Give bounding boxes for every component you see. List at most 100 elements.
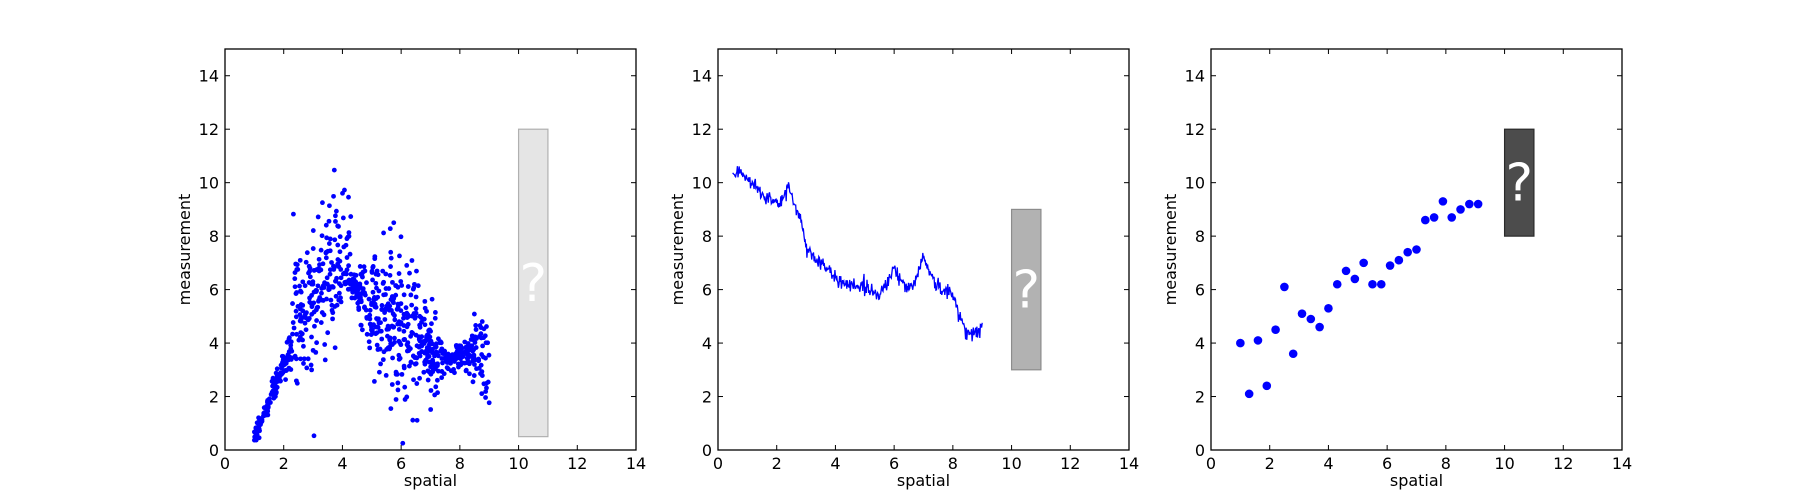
data-point bbox=[347, 286, 353, 292]
data-point bbox=[274, 366, 280, 372]
data-point bbox=[359, 327, 365, 333]
data-point bbox=[308, 362, 314, 368]
data-point bbox=[371, 297, 377, 302]
data-point bbox=[408, 360, 414, 365]
question-mark-label: ? bbox=[1012, 261, 1040, 321]
data-point bbox=[330, 316, 335, 322]
data-point bbox=[439, 369, 445, 374]
data-point bbox=[293, 308, 299, 314]
data-point bbox=[357, 284, 363, 290]
data-point bbox=[302, 320, 308, 326]
data-point bbox=[327, 203, 332, 209]
data-point bbox=[362, 305, 367, 311]
data-point bbox=[301, 356, 307, 362]
data-point bbox=[477, 323, 483, 328]
data-point bbox=[410, 286, 416, 292]
data-point bbox=[360, 290, 366, 296]
data-point bbox=[1473, 199, 1483, 209]
data-point bbox=[335, 223, 341, 229]
y-axis-label: measurement bbox=[1161, 194, 1180, 306]
data-point bbox=[334, 275, 339, 281]
data-point bbox=[274, 384, 280, 390]
data-point bbox=[392, 313, 397, 318]
data-point bbox=[448, 368, 454, 374]
x-tick-label: 8 bbox=[455, 454, 465, 473]
data-point bbox=[389, 342, 395, 347]
y-tick-label: 6 bbox=[209, 281, 219, 300]
x-tick-label: 2 bbox=[279, 454, 289, 473]
data-point bbox=[298, 356, 303, 362]
data-point bbox=[346, 263, 351, 269]
data-point bbox=[290, 320, 296, 325]
x-tick-label: 6 bbox=[396, 454, 406, 473]
x-tick-label: 14 bbox=[626, 454, 646, 473]
x-tick-label: 8 bbox=[948, 454, 958, 473]
data-point bbox=[266, 396, 272, 402]
y-tick-label: 10 bbox=[199, 174, 219, 193]
y-tick-label: 0 bbox=[209, 441, 219, 460]
data-point bbox=[369, 322, 374, 328]
data-point bbox=[474, 366, 479, 372]
data-point bbox=[458, 343, 464, 349]
data-point bbox=[402, 397, 408, 402]
data-point bbox=[333, 213, 338, 219]
data-point bbox=[417, 313, 423, 319]
data-point bbox=[340, 215, 346, 221]
data-point bbox=[292, 284, 298, 290]
data-point bbox=[356, 299, 362, 304]
data-point bbox=[314, 340, 320, 346]
data-point bbox=[399, 371, 405, 377]
data-point bbox=[430, 360, 436, 366]
data-point bbox=[346, 230, 352, 236]
data-point bbox=[300, 302, 306, 308]
data-point bbox=[423, 357, 429, 363]
data-point bbox=[292, 270, 298, 276]
data-point bbox=[393, 371, 399, 377]
axes-frame bbox=[717, 48, 1130, 451]
data-point bbox=[453, 343, 459, 348]
data-point bbox=[375, 325, 381, 330]
data-point bbox=[426, 348, 432, 354]
data-point bbox=[486, 352, 492, 358]
data-point bbox=[333, 219, 338, 224]
data-point bbox=[362, 268, 368, 274]
data-point bbox=[470, 353, 476, 359]
data-point bbox=[401, 292, 407, 298]
data-point bbox=[293, 378, 299, 384]
data-point bbox=[338, 283, 344, 289]
data-point bbox=[384, 305, 390, 311]
x-tick-label: 4 bbox=[337, 454, 347, 473]
data-point bbox=[406, 363, 412, 369]
data-point bbox=[348, 214, 354, 219]
data-point bbox=[401, 315, 406, 321]
data-point bbox=[396, 326, 402, 332]
axes-frame bbox=[1210, 48, 1623, 451]
data-point bbox=[297, 283, 302, 289]
y-tick-label: 14 bbox=[199, 67, 219, 86]
data-point bbox=[310, 246, 316, 251]
data-point bbox=[409, 313, 415, 319]
data-point bbox=[473, 323, 479, 328]
data-point bbox=[429, 321, 434, 327]
data-point bbox=[470, 348, 476, 354]
data-point bbox=[375, 316, 380, 322]
data-point bbox=[344, 255, 350, 260]
data-point bbox=[1297, 309, 1307, 318]
data-point bbox=[320, 283, 326, 289]
y-tick-label: 2 bbox=[1195, 388, 1205, 407]
data-point bbox=[376, 369, 382, 375]
data-point bbox=[407, 270, 412, 276]
data-point bbox=[391, 296, 397, 301]
data-point bbox=[411, 377, 416, 383]
data-point bbox=[409, 258, 415, 263]
data-point bbox=[397, 253, 402, 259]
data-point bbox=[462, 339, 468, 345]
data-point bbox=[324, 235, 330, 241]
data-point bbox=[314, 318, 319, 323]
data-point bbox=[368, 332, 374, 337]
data-point bbox=[398, 308, 404, 313]
data-point bbox=[471, 373, 477, 378]
data-point bbox=[357, 264, 363, 269]
x-tick-label: 2 bbox=[772, 454, 782, 473]
